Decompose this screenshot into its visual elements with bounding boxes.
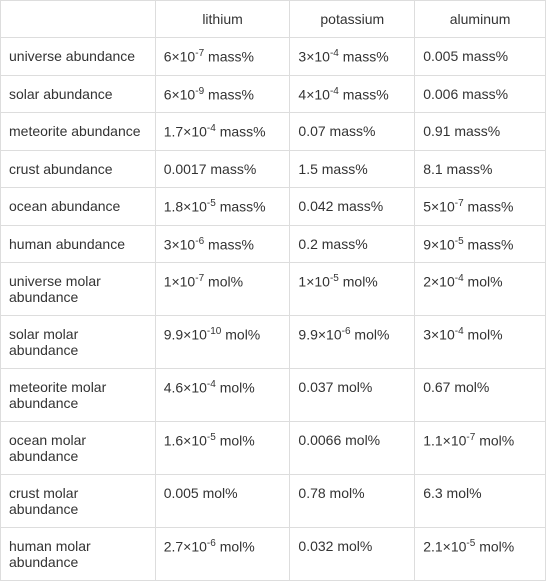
cell-lithium: 1.6×10-5 mol%: [155, 422, 290, 475]
table-row: crust abundance0.0017 mass%1.5 mass%8.1 …: [1, 150, 546, 187]
header-aluminum: aluminum: [415, 1, 546, 38]
cell-aluminum: 2.1×10-5 mol%: [415, 528, 546, 581]
cell-potassium: 9.9×10-6 mol%: [290, 316, 415, 369]
table-row: ocean molar abundance1.6×10-5 mol%0.0066…: [1, 422, 546, 475]
row-label: crust molar abundance: [1, 475, 156, 528]
cell-aluminum: 3×10-4 mol%: [415, 316, 546, 369]
cell-potassium: 1×10-5 mol%: [290, 263, 415, 316]
row-label: ocean molar abundance: [1, 422, 156, 475]
cell-aluminum: 2×10-4 mol%: [415, 263, 546, 316]
cell-aluminum: 5×10-7 mass%: [415, 187, 546, 225]
cell-potassium: 0.037 mol%: [290, 369, 415, 422]
cell-lithium: 1×10-7 mol%: [155, 263, 290, 316]
table-row: universe abundance6×10-7 mass%3×10-4 mas…: [1, 38, 546, 76]
cell-lithium: 2.7×10-6 mol%: [155, 528, 290, 581]
row-label: meteorite abundance: [1, 113, 156, 151]
row-label: meteorite molar abundance: [1, 369, 156, 422]
cell-aluminum: 1.1×10-7 mol%: [415, 422, 546, 475]
table-header-row: lithium potassium aluminum: [1, 1, 546, 38]
cell-potassium: 3×10-4 mass%: [290, 38, 415, 76]
cell-aluminum: 6.3 mol%: [415, 475, 546, 528]
cell-aluminum: 0.005 mass%: [415, 38, 546, 76]
table-row: meteorite abundance1.7×10-4 mass%0.07 ma…: [1, 113, 546, 151]
cell-potassium: 0.0066 mol%: [290, 422, 415, 475]
table-row: universe molar abundance1×10-7 mol%1×10-…: [1, 263, 546, 316]
row-label: human abundance: [1, 225, 156, 263]
table-row: solar molar abundance9.9×10-10 mol%9.9×1…: [1, 316, 546, 369]
cell-potassium: 0.042 mass%: [290, 187, 415, 225]
row-label: crust abundance: [1, 150, 156, 187]
header-potassium: potassium: [290, 1, 415, 38]
cell-potassium: 0.2 mass%: [290, 225, 415, 263]
header-lithium: lithium: [155, 1, 290, 38]
cell-aluminum: 0.006 mass%: [415, 75, 546, 113]
row-label: human molar abundance: [1, 528, 156, 581]
cell-potassium: 0.78 mol%: [290, 475, 415, 528]
table-row: meteorite molar abundance4.6×10-4 mol%0.…: [1, 369, 546, 422]
cell-aluminum: 9×10-5 mass%: [415, 225, 546, 263]
cell-potassium: 0.07 mass%: [290, 113, 415, 151]
row-label: universe abundance: [1, 38, 156, 76]
cell-aluminum: 8.1 mass%: [415, 150, 546, 187]
cell-lithium: 9.9×10-10 mol%: [155, 316, 290, 369]
table-row: human molar abundance2.7×10-6 mol%0.032 …: [1, 528, 546, 581]
cell-potassium: 0.032 mol%: [290, 528, 415, 581]
row-label: solar molar abundance: [1, 316, 156, 369]
row-label: solar abundance: [1, 75, 156, 113]
cell-lithium: 1.7×10-4 mass%: [155, 113, 290, 151]
table-row: solar abundance6×10-9 mass%4×10-4 mass%0…: [1, 75, 546, 113]
abundance-table: lithium potassium aluminum universe abun…: [0, 0, 546, 581]
cell-aluminum: 0.91 mass%: [415, 113, 546, 151]
row-label: ocean abundance: [1, 187, 156, 225]
table-body: universe abundance6×10-7 mass%3×10-4 mas…: [1, 38, 546, 581]
cell-potassium: 1.5 mass%: [290, 150, 415, 187]
cell-lithium: 6×10-7 mass%: [155, 38, 290, 76]
cell-lithium: 4.6×10-4 mol%: [155, 369, 290, 422]
row-label: universe molar abundance: [1, 263, 156, 316]
cell-lithium: 0.005 mol%: [155, 475, 290, 528]
cell-potassium: 4×10-4 mass%: [290, 75, 415, 113]
table-row: ocean abundance1.8×10-5 mass%0.042 mass%…: [1, 187, 546, 225]
header-blank: [1, 1, 156, 38]
table-row: crust molar abundance0.005 mol%0.78 mol%…: [1, 475, 546, 528]
table-row: human abundance3×10-6 mass%0.2 mass%9×10…: [1, 225, 546, 263]
cell-lithium: 6×10-9 mass%: [155, 75, 290, 113]
cell-aluminum: 0.67 mol%: [415, 369, 546, 422]
cell-lithium: 1.8×10-5 mass%: [155, 187, 290, 225]
cell-lithium: 0.0017 mass%: [155, 150, 290, 187]
cell-lithium: 3×10-6 mass%: [155, 225, 290, 263]
